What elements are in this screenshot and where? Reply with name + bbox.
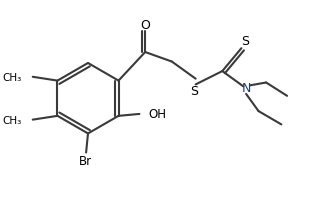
- Text: CH₃: CH₃: [2, 115, 21, 125]
- Text: OH: OH: [148, 108, 166, 121]
- Text: CH₃: CH₃: [2, 73, 21, 82]
- Text: Br: Br: [79, 154, 92, 167]
- Text: S: S: [241, 35, 249, 48]
- Text: O: O: [140, 19, 150, 32]
- Text: N: N: [242, 81, 251, 94]
- Text: S: S: [190, 85, 198, 98]
